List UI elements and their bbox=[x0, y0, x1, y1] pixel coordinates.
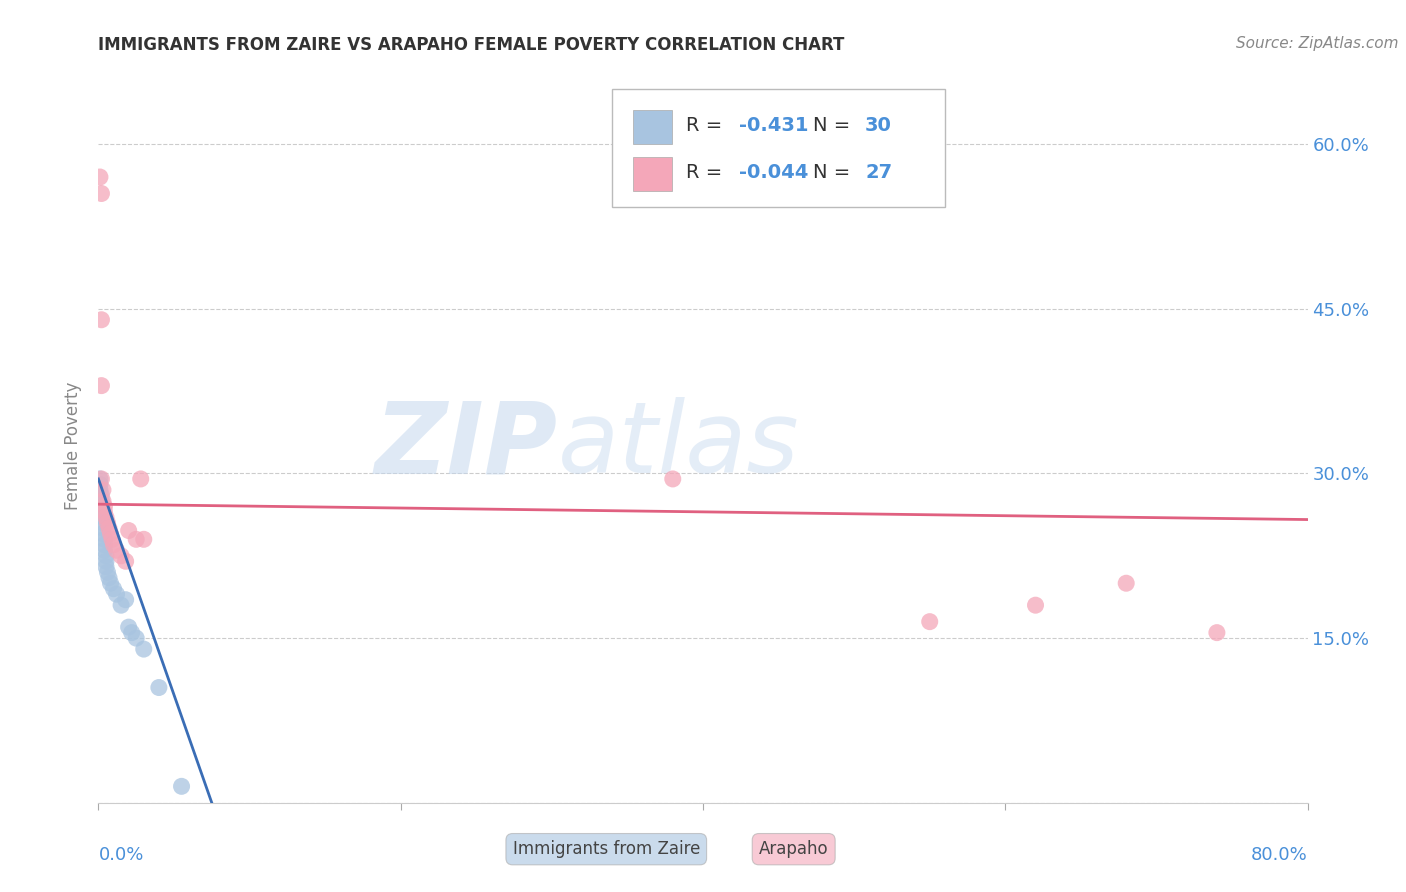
Text: ZIP: ZIP bbox=[375, 398, 558, 494]
Point bbox=[90, 500, 112, 514]
FancyBboxPatch shape bbox=[633, 110, 672, 145]
Point bbox=[89, 483, 111, 497]
Point bbox=[90, 472, 112, 486]
FancyBboxPatch shape bbox=[633, 157, 672, 191]
Point bbox=[103, 538, 125, 552]
Point bbox=[89, 169, 111, 184]
Point bbox=[96, 516, 118, 530]
Point bbox=[98, 571, 121, 585]
Text: 0.0%: 0.0% bbox=[98, 846, 143, 863]
Point bbox=[94, 559, 117, 574]
Text: N =: N = bbox=[813, 116, 856, 135]
Point bbox=[100, 576, 122, 591]
Point bbox=[90, 312, 112, 326]
Y-axis label: Female Poverty: Female Poverty bbox=[65, 382, 83, 510]
Text: -0.044: -0.044 bbox=[740, 163, 808, 182]
Point bbox=[91, 526, 114, 541]
Point bbox=[93, 538, 115, 552]
Point bbox=[91, 516, 114, 530]
Point bbox=[90, 494, 112, 508]
Text: atlas: atlas bbox=[558, 398, 800, 494]
Point bbox=[91, 521, 114, 535]
Point bbox=[918, 615, 941, 629]
Point bbox=[110, 598, 132, 612]
Point bbox=[121, 625, 143, 640]
Point bbox=[96, 566, 118, 580]
Point bbox=[103, 582, 125, 596]
Point bbox=[129, 472, 152, 486]
Point bbox=[98, 521, 121, 535]
Point bbox=[1115, 576, 1137, 591]
Point bbox=[118, 620, 141, 634]
Point bbox=[110, 549, 132, 563]
Text: 80.0%: 80.0% bbox=[1251, 846, 1308, 863]
Point bbox=[661, 472, 683, 486]
Point bbox=[90, 378, 112, 392]
Point bbox=[114, 592, 136, 607]
Point bbox=[89, 472, 111, 486]
Point bbox=[100, 526, 122, 541]
Point bbox=[132, 533, 155, 547]
Point bbox=[132, 642, 155, 657]
Point bbox=[91, 494, 114, 508]
Point bbox=[125, 533, 148, 547]
Text: Source: ZipAtlas.com: Source: ZipAtlas.com bbox=[1236, 36, 1399, 51]
Point bbox=[94, 549, 117, 563]
Point bbox=[94, 554, 117, 568]
Text: -0.431: -0.431 bbox=[740, 116, 808, 135]
Point bbox=[93, 505, 115, 519]
Point bbox=[90, 488, 112, 502]
Point bbox=[101, 533, 124, 547]
FancyBboxPatch shape bbox=[613, 89, 945, 207]
Point bbox=[89, 477, 111, 491]
Text: Immigrants from Zaire: Immigrants from Zaire bbox=[513, 840, 700, 858]
Point bbox=[94, 510, 117, 524]
Text: IMMIGRANTS FROM ZAIRE VS ARAPAHO FEMALE POVERTY CORRELATION CHART: IMMIGRANTS FROM ZAIRE VS ARAPAHO FEMALE … bbox=[98, 36, 845, 54]
Point bbox=[91, 510, 114, 524]
Point bbox=[125, 631, 148, 645]
Text: N =: N = bbox=[813, 163, 856, 182]
Point bbox=[105, 543, 128, 558]
Text: 27: 27 bbox=[865, 163, 893, 182]
Point bbox=[90, 505, 112, 519]
Point bbox=[170, 780, 193, 794]
Point bbox=[90, 186, 112, 201]
Point bbox=[118, 524, 141, 538]
Point bbox=[93, 500, 115, 514]
Point bbox=[114, 554, 136, 568]
Point bbox=[1024, 598, 1046, 612]
Text: 30: 30 bbox=[865, 116, 891, 135]
Text: Arapaho: Arapaho bbox=[759, 840, 828, 858]
Text: R =: R = bbox=[686, 116, 728, 135]
Text: R =: R = bbox=[686, 163, 728, 182]
Point bbox=[1206, 625, 1229, 640]
Point bbox=[91, 483, 114, 497]
Point bbox=[105, 587, 128, 601]
Point bbox=[93, 543, 115, 558]
Point bbox=[148, 681, 170, 695]
Point bbox=[93, 533, 115, 547]
